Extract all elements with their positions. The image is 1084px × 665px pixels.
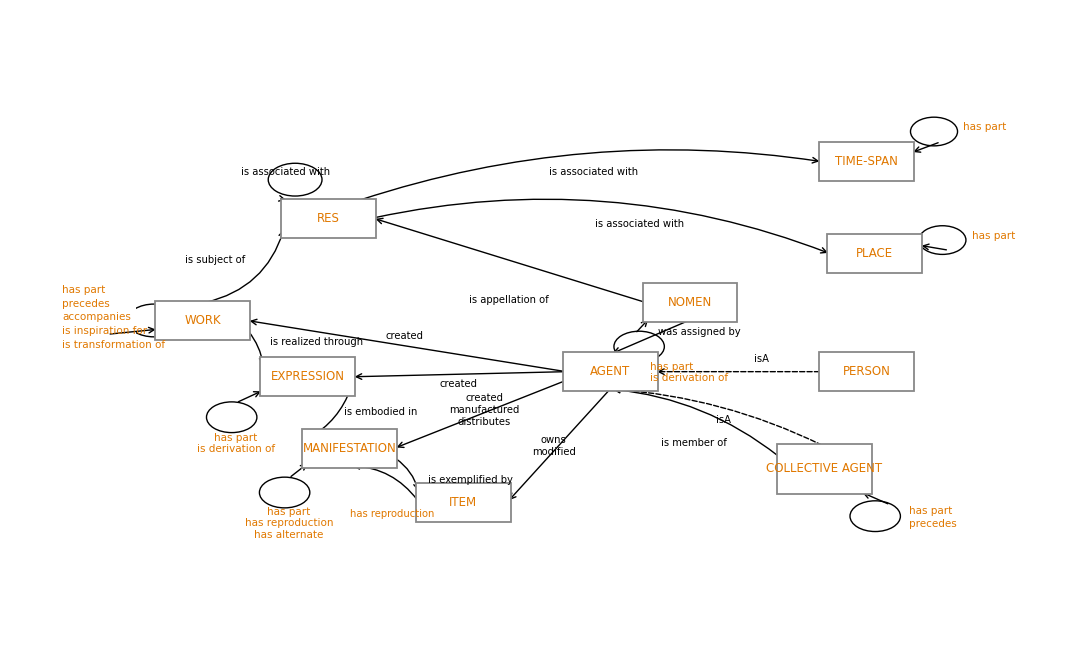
Text: is derivation of: is derivation of: [650, 373, 728, 383]
Text: created: created: [385, 331, 424, 341]
Text: is realized through: is realized through: [270, 337, 363, 347]
Text: has part: has part: [972, 231, 1015, 241]
Text: EXPRESSION: EXPRESSION: [271, 370, 345, 383]
Text: is member of: is member of: [660, 438, 726, 448]
Text: created: created: [440, 380, 478, 390]
FancyBboxPatch shape: [643, 283, 737, 322]
Text: has part: has part: [267, 507, 310, 517]
Text: PLACE: PLACE: [856, 247, 893, 261]
Text: precedes: precedes: [62, 299, 109, 309]
Text: RES: RES: [318, 211, 340, 225]
FancyBboxPatch shape: [563, 352, 658, 391]
Text: is inspiration for: is inspiration for: [62, 327, 147, 336]
Text: is subject of: is subject of: [185, 255, 245, 265]
Text: has part: has part: [908, 506, 952, 516]
FancyBboxPatch shape: [777, 444, 872, 493]
Text: created
manufactured
distributes: created manufactured distributes: [449, 394, 519, 427]
Text: is associated with: is associated with: [549, 167, 637, 177]
Text: precedes: precedes: [908, 519, 956, 529]
Text: is exemplified by: is exemplified by: [428, 475, 513, 485]
FancyBboxPatch shape: [155, 301, 250, 340]
Text: has part: has part: [964, 122, 1007, 132]
Text: is derivation of: is derivation of: [197, 444, 275, 454]
Text: is associated with: is associated with: [241, 167, 330, 177]
Text: was assigned by: was assigned by: [658, 327, 740, 336]
Text: accompanies: accompanies: [62, 313, 131, 323]
Text: has part: has part: [62, 285, 105, 295]
Text: has reproduction: has reproduction: [349, 509, 434, 519]
FancyBboxPatch shape: [415, 483, 511, 522]
Text: is embodied in: is embodied in: [344, 406, 417, 416]
Text: MANIFESTATION: MANIFESTATION: [302, 442, 397, 455]
FancyBboxPatch shape: [818, 142, 914, 181]
FancyBboxPatch shape: [818, 352, 914, 391]
FancyBboxPatch shape: [827, 235, 922, 273]
Text: has alternate: has alternate: [254, 529, 323, 539]
Text: COLLECTIVE AGENT: COLLECTIVE AGENT: [766, 462, 882, 475]
Text: has part: has part: [215, 433, 258, 443]
FancyBboxPatch shape: [281, 199, 376, 237]
Text: has part: has part: [650, 362, 694, 372]
Text: isA: isA: [753, 354, 769, 364]
Text: is associated with: is associated with: [595, 219, 684, 229]
Text: isA: isA: [717, 416, 731, 426]
Text: PERSON: PERSON: [842, 365, 890, 378]
Text: owns
modified: owns modified: [532, 435, 576, 457]
Text: NOMEN: NOMEN: [668, 296, 712, 309]
Text: ITEM: ITEM: [449, 495, 477, 509]
Text: AGENT: AGENT: [590, 365, 630, 378]
FancyBboxPatch shape: [260, 357, 356, 396]
Text: has reproduction: has reproduction: [245, 518, 333, 528]
FancyBboxPatch shape: [302, 429, 397, 468]
Text: WORK: WORK: [184, 314, 221, 327]
Text: is appellation of: is appellation of: [469, 295, 550, 305]
Text: TIME-SPAN: TIME-SPAN: [835, 155, 898, 168]
Text: is transformation of: is transformation of: [62, 340, 165, 350]
